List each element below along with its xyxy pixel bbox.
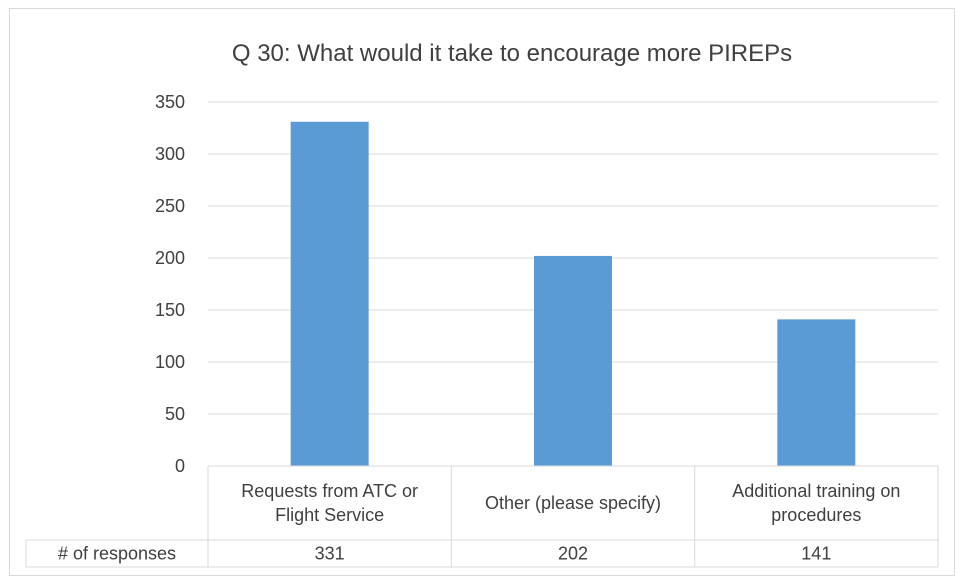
y-tick-label: 50	[165, 404, 185, 424]
data-table: Requests from ATC or Flight Service Other …	[25, 465, 939, 568]
bars	[290, 121, 856, 466]
y-tick-label: 250	[155, 196, 185, 216]
chart-frame	[9, 8, 955, 576]
y-axis-tick-labels: 0 50 100 150 200 250 300 350	[155, 92, 185, 476]
category-label: Additional training on procedures	[732, 481, 900, 525]
bar	[290, 121, 369, 466]
data-value-label: 141	[801, 544, 831, 564]
data-value-label: 331	[315, 544, 345, 564]
category-label: Other (please specify)	[485, 493, 661, 513]
y-tick-label: 200	[155, 248, 185, 268]
y-tick-label: 0	[175, 456, 185, 476]
bar	[534, 255, 612, 466]
category-label: Requests from ATC or Flight Service	[241, 481, 418, 525]
y-tick-label: 300	[155, 144, 185, 164]
series-name-label: # of responses	[58, 544, 176, 564]
y-tick-label: 150	[155, 300, 185, 320]
bar	[777, 319, 856, 466]
data-value-label: 202	[558, 544, 588, 564]
chart-title: Q 30: What would it take to encourage mo…	[232, 40, 792, 67]
y-tick-label: 350	[155, 92, 185, 112]
y-tick-label: 100	[155, 352, 185, 372]
